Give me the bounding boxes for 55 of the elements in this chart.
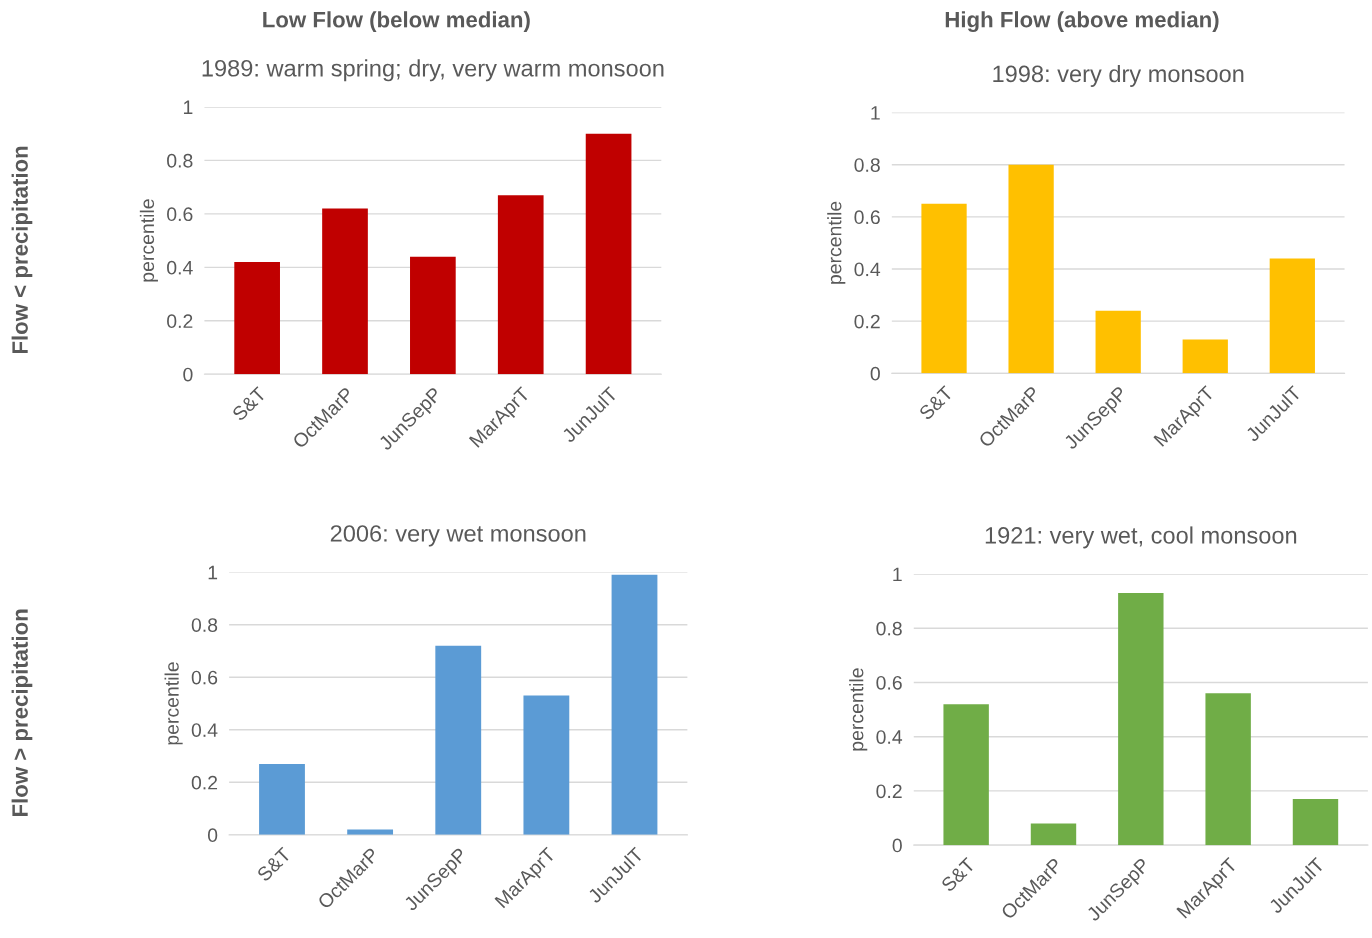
- y-axis-title: percentile: [164, 662, 183, 745]
- bar: [585, 133, 632, 375]
- bar: [523, 695, 570, 835]
- chart-title: 1998: very dry monsoon: [993, 64, 1244, 87]
- bar: [943, 704, 989, 846]
- bar: [1292, 799, 1339, 846]
- y-tick-label: 1: [893, 567, 902, 582]
- bar: [322, 208, 368, 375]
- bar: [1269, 258, 1315, 374]
- y-tick-label: 0.4: [167, 260, 193, 275]
- y-axis-title: percentile: [849, 668, 868, 751]
- y-axis-title: percentile: [139, 199, 158, 282]
- y-tick-label: 0.2: [876, 784, 902, 799]
- y-axis-title: percentile: [827, 201, 846, 284]
- y-tick-label: 0.8: [876, 621, 902, 636]
- bar: [1182, 339, 1228, 374]
- chart-title: 1989: warm spring; dry, very warm monsoon: [202, 59, 664, 82]
- bar: [611, 574, 658, 835]
- y-tick-label: 0: [870, 366, 880, 381]
- y-tick-label: 0.2: [854, 314, 880, 329]
- y-tick-label: 0.8: [854, 158, 880, 172]
- y-tick-label: 0.6: [167, 207, 193, 222]
- chart-title: 2006: very wet monsoon: [330, 525, 586, 547]
- bar: [1205, 693, 1251, 846]
- y-tick-label: 0.6: [854, 210, 880, 225]
- bar: [921, 203, 967, 374]
- y-tick-label: 0.2: [167, 314, 193, 329]
- text: Flow > precipitation: [11, 609, 33, 817]
- bar: [1095, 310, 1141, 374]
- chart-title: 1921: very wet, cool monsoon: [985, 526, 1297, 549]
- bar: [1118, 593, 1164, 846]
- y-tick-label: 0.6: [876, 675, 902, 690]
- bar: [1008, 164, 1054, 374]
- bar: [435, 645, 482, 835]
- bar: [497, 195, 544, 375]
- y-tick-label: 1: [183, 100, 193, 114]
- y-tick-label: 1: [208, 565, 218, 580]
- y-tick-label: 0.6: [191, 670, 218, 685]
- y-tick-label: 0: [892, 838, 902, 853]
- bar: [259, 763, 305, 835]
- y-tick-label: 0.4: [191, 723, 218, 737]
- y-tick-label: 0: [183, 367, 193, 382]
- y-tick-label: 0.4: [854, 262, 881, 277]
- bar: [410, 256, 456, 375]
- bar: [1030, 823, 1077, 846]
- y-tick-label: 0.4: [876, 730, 903, 744]
- bar: [234, 261, 280, 375]
- y-tick-label: 0.2: [191, 775, 218, 790]
- y-tick-label: 0.8: [167, 153, 193, 168]
- text: Flow < precipitation: [11, 146, 33, 354]
- text: High Flow (above median): [945, 11, 1219, 32]
- y-tick-label: 0.8: [191, 618, 218, 632]
- text: Low Flow (below median): [263, 11, 530, 32]
- y-tick-label: 1: [871, 106, 880, 120]
- y-tick-label: 0: [207, 828, 218, 843]
